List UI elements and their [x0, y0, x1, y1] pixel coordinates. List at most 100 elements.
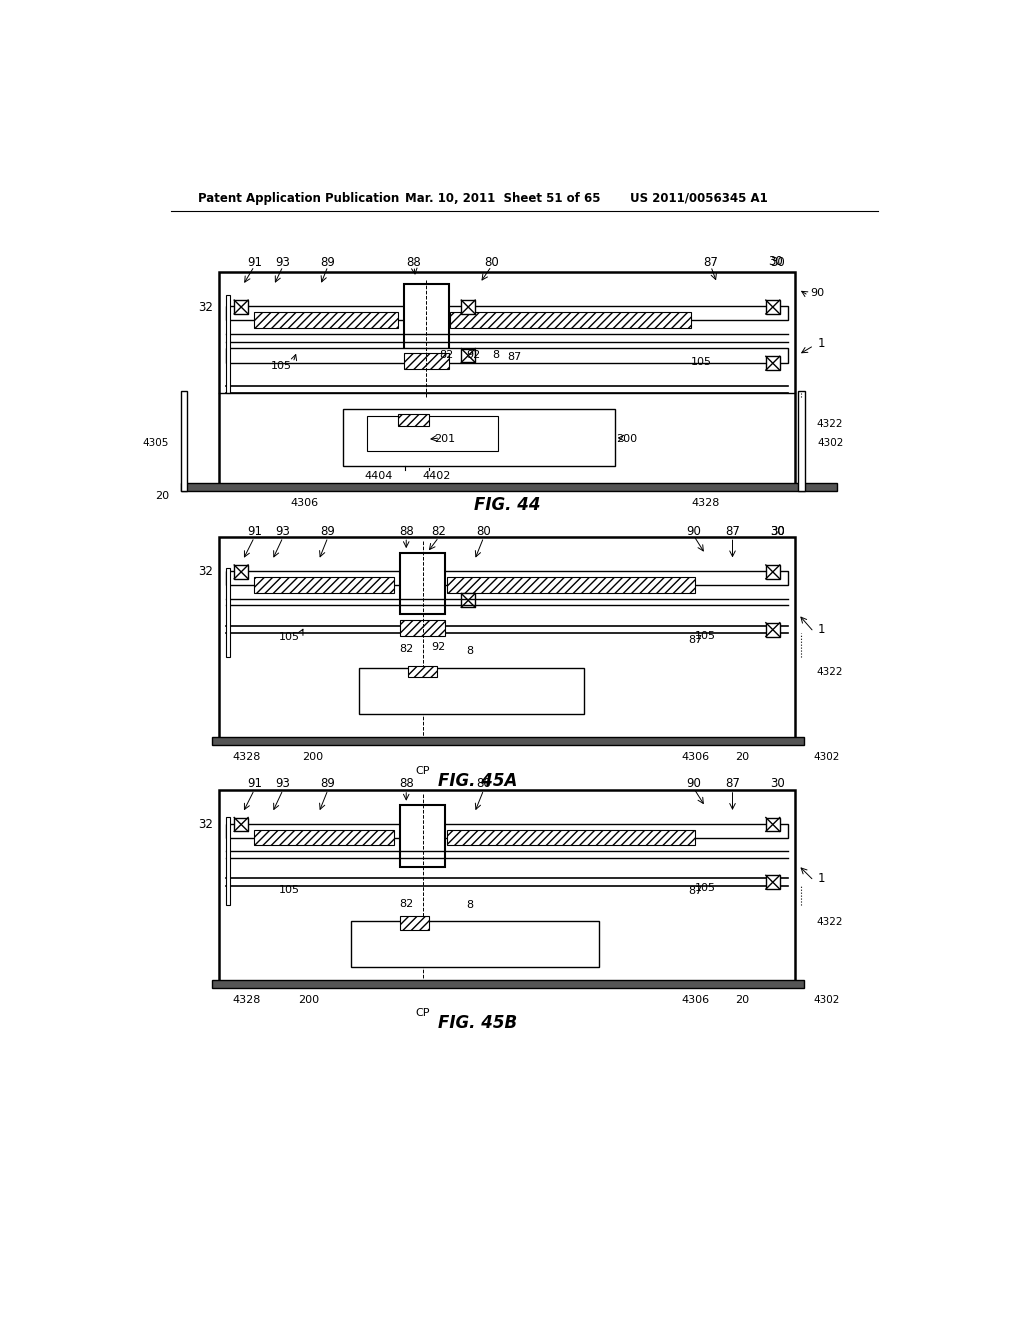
Bar	[219, 789, 795, 986]
Text: Patent Application Publication: Patent Application Publication	[198, 191, 399, 205]
Bar	[351, 921, 599, 966]
Bar	[408, 665, 437, 677]
Bar	[400, 620, 445, 636]
Text: 4322: 4322	[816, 418, 843, 429]
Bar	[180, 483, 838, 491]
Bar	[225, 306, 788, 321]
Text: 30: 30	[770, 524, 784, 537]
Text: 87: 87	[688, 887, 702, 896]
Text: 1: 1	[818, 623, 825, 636]
Bar	[254, 313, 397, 327]
Bar	[766, 565, 779, 579]
Text: 87: 87	[688, 635, 702, 644]
Text: 89: 89	[321, 256, 336, 269]
Bar	[461, 348, 475, 363]
Bar	[799, 391, 805, 491]
Text: 8: 8	[466, 900, 473, 911]
Text: 4306: 4306	[681, 752, 710, 763]
Text: 200: 200	[298, 995, 319, 1005]
Bar	[234, 300, 248, 314]
Bar	[403, 284, 449, 350]
Text: 89: 89	[321, 777, 336, 791]
Text: 80: 80	[476, 777, 492, 791]
Text: 105: 105	[695, 883, 716, 894]
Text: 87: 87	[703, 256, 718, 269]
Text: 92: 92	[467, 350, 481, 360]
Text: US 2011/0056345 A1: US 2011/0056345 A1	[630, 191, 768, 205]
Text: 89: 89	[321, 524, 336, 537]
Text: 32: 32	[199, 301, 213, 314]
Text: 105: 105	[691, 358, 712, 367]
Text: 30: 30	[770, 256, 784, 269]
Bar	[219, 537, 795, 743]
Text: 200: 200	[615, 434, 637, 445]
Bar	[461, 594, 475, 607]
Text: 4302: 4302	[814, 752, 841, 763]
Text: 30: 30	[768, 255, 782, 268]
Text: FIG. 44: FIG. 44	[474, 496, 541, 513]
Text: 20: 20	[155, 491, 169, 500]
Bar	[400, 553, 445, 614]
Text: 80: 80	[476, 524, 492, 537]
Bar	[446, 830, 694, 845]
Text: 8: 8	[466, 647, 473, 656]
Bar	[225, 817, 230, 906]
Text: 32: 32	[199, 565, 213, 578]
Text: 200: 200	[302, 752, 323, 763]
Bar	[219, 272, 795, 490]
Text: 87: 87	[508, 352, 522, 362]
Text: FIG. 45B: FIG. 45B	[438, 1014, 517, 1032]
Text: 4302: 4302	[814, 995, 841, 1005]
Bar	[446, 577, 694, 593]
Text: 32: 32	[199, 818, 213, 832]
Text: 82: 82	[439, 350, 454, 360]
Bar	[225, 348, 788, 363]
Bar	[225, 568, 230, 656]
Text: 4402: 4402	[422, 471, 451, 480]
Bar	[180, 391, 187, 491]
Text: 1: 1	[818, 337, 825, 350]
Text: 4322: 4322	[816, 667, 843, 677]
Text: 4306: 4306	[291, 499, 318, 508]
Text: 4305: 4305	[142, 438, 169, 449]
Text: 93: 93	[275, 256, 291, 269]
Text: 4306: 4306	[681, 995, 710, 1005]
Text: 20: 20	[735, 995, 749, 1005]
Text: 105: 105	[279, 884, 300, 895]
Bar	[225, 824, 788, 838]
Text: 4328: 4328	[232, 752, 261, 763]
Text: 105: 105	[271, 362, 292, 371]
Text: 201: 201	[433, 434, 455, 445]
Text: 30: 30	[770, 777, 784, 791]
Text: 91: 91	[247, 256, 262, 269]
Text: CP: CP	[416, 766, 430, 776]
Text: 91: 91	[247, 524, 262, 537]
Text: 1: 1	[818, 871, 825, 884]
Bar	[400, 916, 429, 929]
Text: 4322: 4322	[816, 917, 843, 927]
Text: 90: 90	[686, 524, 701, 537]
Text: CP: CP	[416, 1008, 430, 1018]
Text: 90: 90	[810, 288, 824, 298]
Text: 93: 93	[275, 524, 291, 537]
Bar	[766, 623, 779, 636]
Bar	[397, 414, 429, 425]
Bar	[766, 356, 779, 370]
Text: 82: 82	[431, 524, 446, 537]
Text: 90: 90	[686, 777, 701, 791]
Bar	[212, 738, 804, 744]
Text: 105: 105	[695, 631, 716, 640]
Text: 92: 92	[432, 643, 445, 652]
Text: 4404: 4404	[365, 471, 392, 480]
Text: 88: 88	[399, 524, 414, 537]
Bar	[367, 416, 499, 451]
Text: 8: 8	[492, 350, 499, 360]
Bar	[403, 354, 449, 368]
Text: 82: 82	[399, 644, 414, 653]
Text: 30: 30	[770, 524, 784, 537]
Bar	[234, 817, 248, 832]
Bar	[461, 300, 475, 314]
Text: Mar. 10, 2011  Sheet 51 of 65: Mar. 10, 2011 Sheet 51 of 65	[406, 191, 601, 205]
Text: 93: 93	[275, 777, 291, 791]
Bar	[254, 830, 394, 845]
